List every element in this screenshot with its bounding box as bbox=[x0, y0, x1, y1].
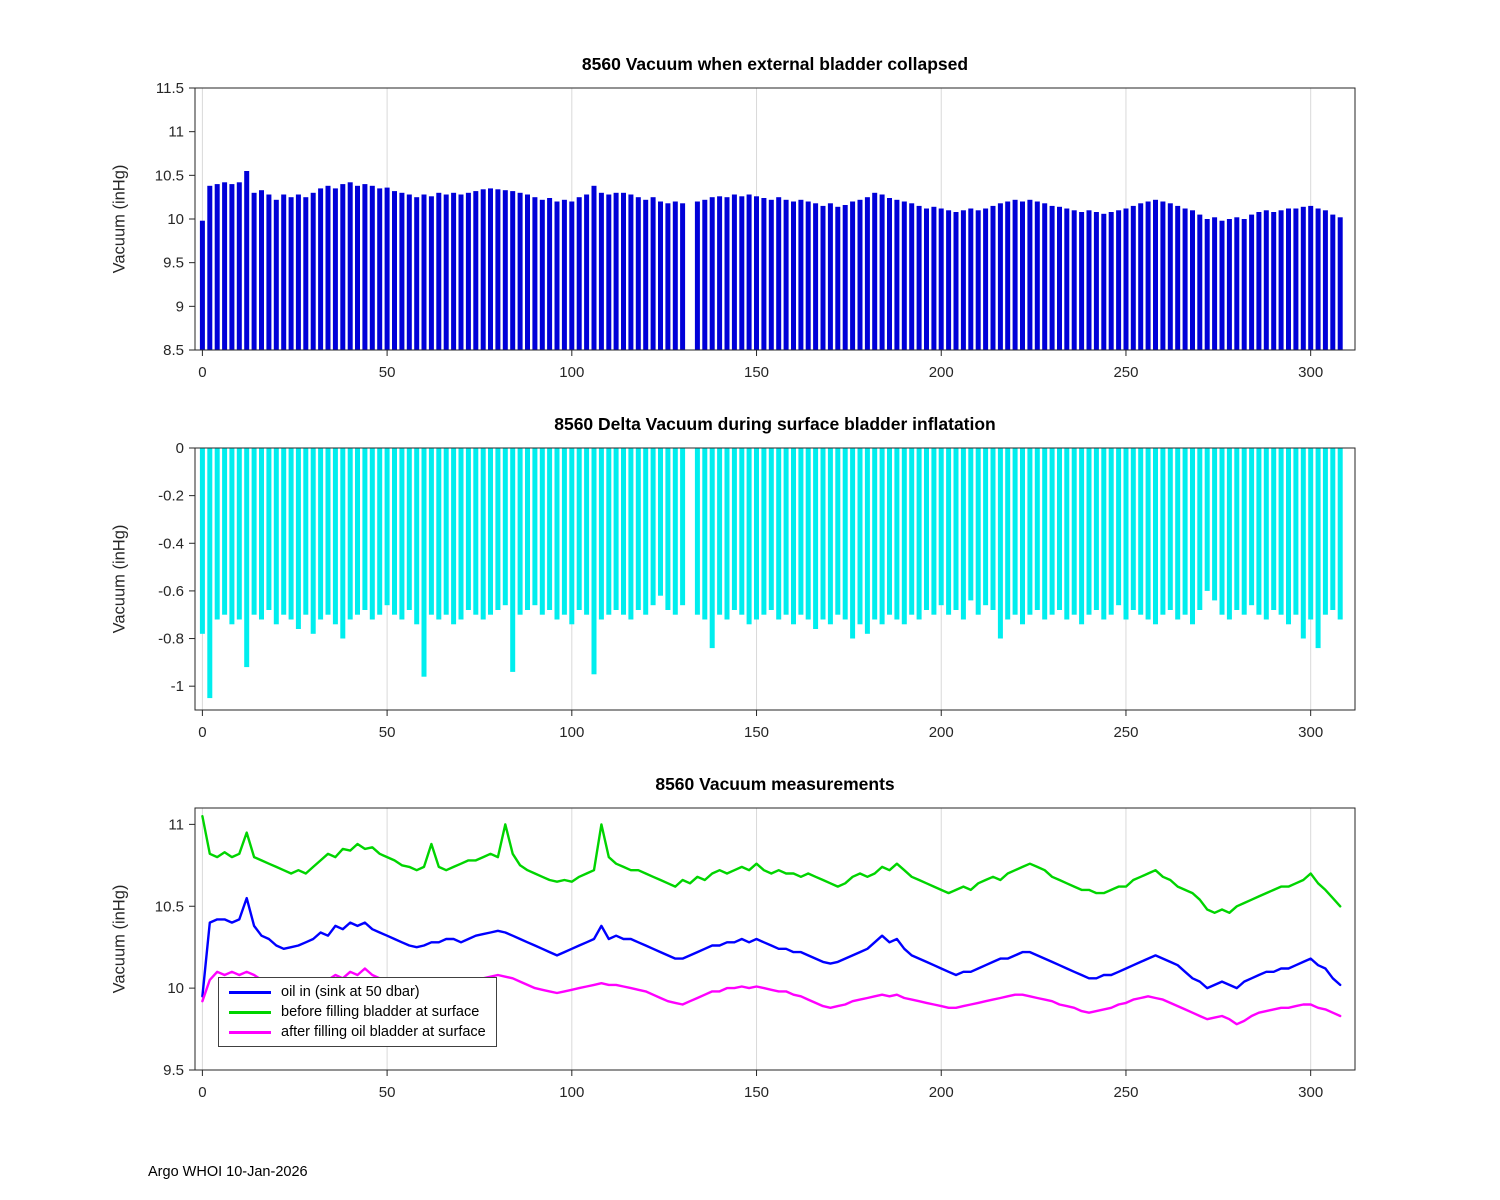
svg-text:250: 250 bbox=[1113, 1084, 1138, 1101]
svg-text:300: 300 bbox=[1298, 364, 1323, 381]
svg-text:10: 10 bbox=[167, 980, 184, 997]
legend-row-oil-in: oil in (sink at 50 dbar) bbox=[229, 984, 486, 1000]
svg-text:50: 50 bbox=[379, 364, 396, 381]
svg-text:250: 250 bbox=[1113, 364, 1138, 381]
chart-2: 0 50 100 150 200 250 300 9.5 10 10.5 11 bbox=[155, 807, 1356, 1101]
svg-text:200: 200 bbox=[929, 724, 954, 741]
chart3-title: 8560 Vacuum measurements bbox=[655, 774, 895, 794]
svg-text:100: 100 bbox=[559, 1084, 584, 1101]
legend-label: before filling bladder at surface bbox=[281, 1004, 480, 1020]
svg-text:9: 9 bbox=[176, 298, 184, 315]
chart3-ylabel: Vacuum (inHg) bbox=[110, 884, 129, 994]
svg-text:9.5: 9.5 bbox=[163, 1062, 184, 1079]
svg-text:150: 150 bbox=[744, 1084, 769, 1101]
chart-0: 0 50 100 150 200 250 300 8.5 9 9.5 10 10.5 11 11.5 bbox=[155, 80, 1356, 381]
chart2-title: 8560 Delta Vacuum during surface bladder… bbox=[554, 414, 996, 434]
svg-text:200: 200 bbox=[929, 364, 954, 381]
legend-row-before-filling: before filling bladder at surface bbox=[229, 1004, 486, 1020]
svg-text:-0.6: -0.6 bbox=[158, 583, 184, 600]
svg-text:150: 150 bbox=[744, 724, 769, 741]
svg-text:300: 300 bbox=[1298, 724, 1323, 741]
svg-text:11: 11 bbox=[168, 816, 184, 833]
legend-line-green bbox=[229, 1010, 271, 1014]
legend-row-after-filling: after filling oil bladder at surface bbox=[229, 1024, 486, 1040]
svg-text:50: 50 bbox=[379, 1084, 396, 1101]
svg-text:-0.2: -0.2 bbox=[158, 488, 184, 505]
svg-text:-0.4: -0.4 bbox=[158, 535, 184, 552]
bar-series bbox=[199, 448, 1343, 699]
chart2-ylabel: Vacuum (inHg) bbox=[110, 524, 129, 634]
legend-line-magenta bbox=[229, 1030, 271, 1034]
bar-series bbox=[199, 171, 1343, 350]
legend: oil in (sink at 50 dbar) before filling … bbox=[218, 977, 497, 1047]
svg-text:8.5: 8.5 bbox=[163, 342, 184, 359]
svg-text:250: 250 bbox=[1113, 724, 1138, 741]
svg-text:50: 50 bbox=[379, 724, 396, 741]
svg-text:300: 300 bbox=[1298, 1084, 1323, 1101]
footer-text: Argo WHOI 10-Jan-2026 bbox=[148, 1164, 308, 1180]
legend-label: after filling oil bladder at surface bbox=[281, 1024, 486, 1040]
svg-text:11: 11 bbox=[168, 124, 184, 141]
svg-text:100: 100 bbox=[559, 724, 584, 741]
svg-text:9.5: 9.5 bbox=[163, 255, 184, 272]
line-series-0 bbox=[201, 896, 1342, 998]
legend-label: oil in (sink at 50 dbar) bbox=[281, 984, 420, 1000]
svg-text:-1: -1 bbox=[171, 678, 184, 695]
svg-text:10.5: 10.5 bbox=[155, 167, 184, 184]
chart1-title: 8560 Vacuum when external bladder collap… bbox=[581, 54, 969, 74]
svg-text:11.5: 11.5 bbox=[156, 80, 184, 97]
svg-text:0: 0 bbox=[198, 724, 206, 741]
line-series-1 bbox=[201, 815, 1342, 914]
chart1-ylabel: Vacuum (inHg) bbox=[110, 164, 129, 274]
svg-text:0: 0 bbox=[176, 440, 184, 457]
svg-text:0: 0 bbox=[198, 1084, 206, 1101]
legend-line-blue bbox=[229, 990, 271, 994]
svg-text:-0.8: -0.8 bbox=[158, 631, 184, 648]
svg-text:150: 150 bbox=[744, 364, 769, 381]
svg-text:100: 100 bbox=[559, 364, 584, 381]
svg-text:200: 200 bbox=[929, 1084, 954, 1101]
svg-text:10: 10 bbox=[167, 211, 184, 228]
chart-1: 0 50 100 150 200 250 300 0 -0.2 -0.4 -0.6 -0.8 -1 bbox=[158, 440, 1356, 741]
svg-text:0: 0 bbox=[198, 364, 206, 381]
svg-text:10.5: 10.5 bbox=[155, 898, 184, 915]
